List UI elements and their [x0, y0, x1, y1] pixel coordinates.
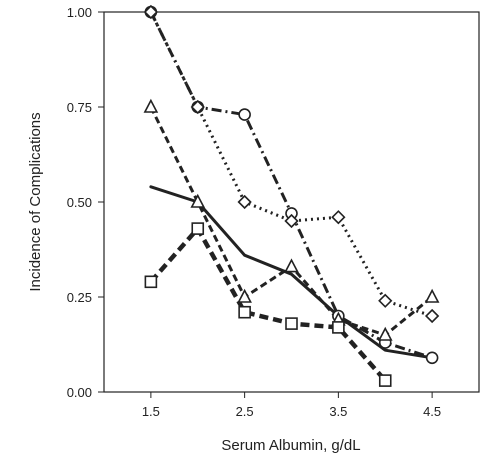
- data-point-circle: [238, 108, 251, 121]
- data-point-square: [144, 275, 158, 289]
- x-tick-label: 2.5: [236, 404, 254, 419]
- data-point-diamond: [424, 308, 440, 324]
- x-axis-title: Serum Albumin, g/dL: [221, 437, 360, 454]
- plot-frame: [103, 11, 480, 393]
- data-point-square: [285, 317, 298, 330]
- data-point-circle: [425, 351, 439, 365]
- series-line-circle: [149, 11, 433, 360]
- x-tick-label: 1.5: [142, 404, 160, 419]
- x-tick-label: 3.5: [329, 404, 347, 419]
- y-tick-label: 0.00: [67, 385, 92, 400]
- data-point-diamond: [331, 210, 346, 225]
- y-tick-label: 1.00: [67, 5, 92, 20]
- data-point-triangle: [237, 288, 252, 303]
- y-tick-label: 0.75: [67, 100, 92, 115]
- y-tick-label: 0.25: [67, 290, 92, 305]
- data-point-square: [332, 321, 345, 334]
- data-point-diamond: [237, 194, 252, 210]
- y-tick-label: 0.50: [67, 195, 92, 210]
- data-point-square: [238, 305, 251, 319]
- y-axis-title: Incidence of Complications: [27, 112, 44, 291]
- series-layer: [143, 4, 440, 387]
- data-point-triangle: [424, 288, 440, 303]
- data-point-triangle: [190, 193, 206, 208]
- data-point-diamond: [190, 99, 205, 115]
- data-point-square: [378, 374, 392, 387]
- axis-layer: 1.5 2.5 3.5 4.5 0.00 0.25 0.50 0.75 1.00: [67, 5, 441, 419]
- data-point-diamond: [284, 213, 299, 229]
- data-point-diamond: [378, 293, 393, 308]
- data-point-triangle: [143, 98, 159, 113]
- data-point-triangle: [284, 258, 299, 273]
- data-point-triangle: [377, 326, 393, 341]
- x-tick-label: 4.5: [423, 404, 441, 419]
- series-line-square: [149, 226, 387, 383]
- data-point-diamond: [143, 4, 159, 20]
- data-point-square: [191, 222, 205, 235]
